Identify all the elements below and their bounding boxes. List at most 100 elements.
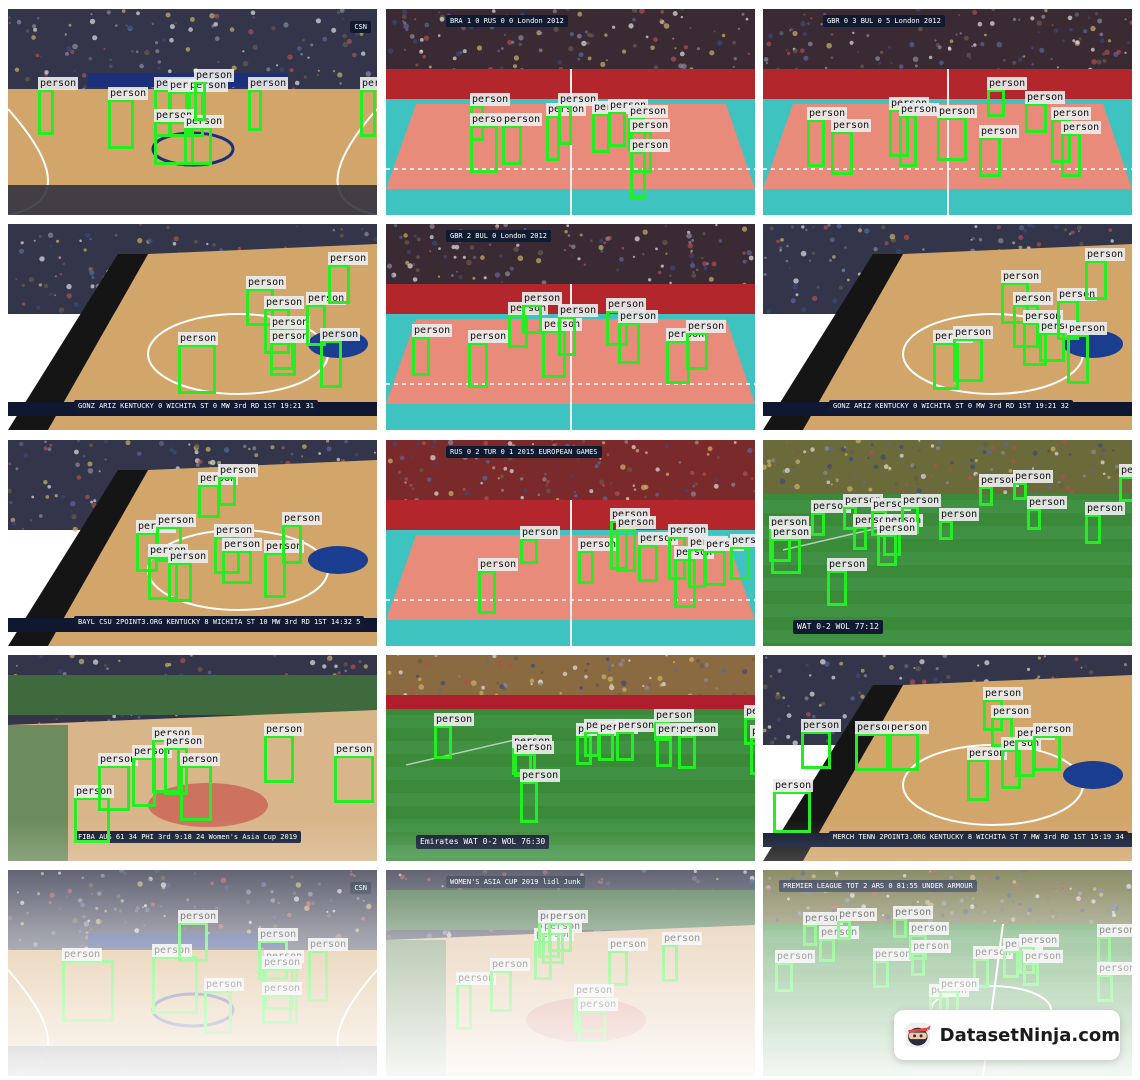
broadcast-scoreboard: GONZ ARIZ KENTUCKY 0 WICHITA ST 0 MW 3rd…: [829, 400, 1074, 412]
person-bounding-box: person: [837, 908, 878, 940]
person-bounding-box: person: [218, 464, 259, 506]
person-bounding-box: person: [434, 713, 475, 759]
person-bounding-box: person: [1013, 292, 1054, 348]
box-label: person: [548, 910, 589, 923]
box-label: person: [434, 713, 475, 726]
box-label: person: [262, 956, 303, 969]
person-bounding-box: person: [1097, 924, 1132, 964]
person-bounding-box: person: [152, 944, 198, 1014]
person-bounding-box: person: [1067, 322, 1108, 384]
box-label: person: [662, 932, 703, 945]
person-bounding-box: person: [773, 779, 814, 833]
person-bounding-box: person: [164, 735, 205, 795]
box-label: person: [939, 508, 980, 521]
person-bounding-box: person: [775, 950, 816, 992]
box-label: person: [967, 747, 1008, 760]
box-label: person: [987, 77, 1028, 90]
box-label: person: [899, 103, 940, 116]
person-bounding-box: person: [704, 538, 745, 586]
person-bounding-box: person: [873, 948, 914, 988]
person-bounding-box: person: [662, 932, 703, 982]
person-bounding-box: person: [412, 324, 453, 376]
box-label: person: [807, 107, 848, 120]
person-bounding-box: person: [1061, 121, 1102, 177]
person-bounding-box: person: [979, 125, 1020, 177]
person-bounding-box: person: [62, 948, 114, 1022]
box-label: person: [214, 524, 255, 537]
person-bounding-box: person: [967, 747, 1008, 801]
box-label: person: [1001, 270, 1042, 283]
person-bounding-box: person: [38, 77, 79, 135]
box-label: person: [282, 512, 323, 525]
box-label: person: [574, 984, 615, 997]
person-bounding-box: person: [911, 940, 952, 976]
image-tile: GONZ ARIZ KENTUCKY 0 WICHITA ST 0 MW 3rd…: [8, 224, 377, 430]
person-bounding-box: person: [686, 320, 727, 370]
person-bounding-box: person: [937, 105, 978, 161]
box-label: person: [801, 719, 842, 732]
box-label: person: [108, 87, 149, 100]
person-bounding-box: person: [1027, 496, 1068, 530]
box-label: person: [873, 948, 914, 961]
person-bounding-box: person: [178, 332, 219, 394]
box-label: person: [618, 310, 659, 323]
person-bounding-box: person: [801, 719, 842, 769]
box-label: person: [837, 908, 878, 921]
person-bounding-box: person: [831, 119, 872, 175]
broadcast-scoreboard: GONZ ARIZ KENTUCKY 0 WICHITA ST 0 MW 3rd…: [74, 400, 319, 412]
person-bounding-box: person: [204, 978, 245, 1034]
person-bounding-box: person: [1023, 950, 1064, 986]
box-label: person: [983, 687, 1024, 700]
box-label: person: [168, 550, 209, 563]
image-tile: RUS 0 2 TUR 0 1 2015 EUROPEAN GAMES perso…: [386, 440, 755, 646]
box-label: person: [218, 464, 259, 477]
person-bounding-box: person: [1085, 248, 1126, 300]
person-bounding-box: person: [1085, 502, 1126, 544]
box-label: person: [953, 326, 994, 339]
box-label: person: [558, 304, 599, 317]
box-label: person: [1067, 322, 1108, 335]
box-label: person: [608, 938, 649, 951]
person-bounding-box: person: [558, 304, 599, 356]
person-bounding-box: person: [811, 500, 852, 536]
box-label: person: [522, 292, 563, 305]
box-label: person: [74, 785, 115, 798]
image-tile: CSN person person person person person person p…: [8, 870, 377, 1076]
box-label: person: [939, 978, 980, 991]
person-bounding-box: person: [979, 474, 1020, 506]
image-tile: FIBA AUS 61 34 PHI 3rd 9:18 24 Women's A…: [8, 655, 377, 861]
person-bounding-box: person: [953, 326, 994, 382]
box-label: person: [270, 316, 311, 329]
box-label: person: [178, 910, 219, 923]
box-label: person: [654, 709, 695, 722]
person-bounding-box: person: [987, 77, 1028, 117]
person-bounding-box: person: [168, 550, 209, 602]
person-bounding-box: person: [771, 526, 812, 574]
broadcast-scoreboard: WAT 0-2 WOL 77:12: [793, 620, 883, 634]
watermark-text: DatasetNinja.com: [939, 1024, 1120, 1046]
box-label: person: [811, 500, 852, 513]
person-bounding-box: person: [502, 113, 543, 165]
person-bounding-box: person: [308, 938, 349, 1002]
person-bounding-box: person: [1119, 464, 1132, 502]
box-label: person: [991, 705, 1032, 718]
box-label: person: [468, 330, 509, 343]
box-label: person: [578, 538, 619, 551]
broadcast-scoreboard: GBR 0 3 BUL 0 5 London 2012: [823, 15, 945, 27]
person-bounding-box: person: [198, 472, 239, 518]
person-bounding-box: person: [214, 524, 255, 574]
person-bounding-box: person: [320, 328, 361, 388]
box-label: person: [328, 252, 369, 265]
box-label: person: [668, 524, 709, 537]
box-label: person: [901, 494, 942, 507]
person-bounding-box: person: [819, 926, 860, 962]
person-bounding-box: person: [598, 721, 639, 761]
person-bounding-box: person: [877, 522, 918, 566]
person-bounding-box: person: [522, 292, 563, 334]
box-label: person: [514, 741, 555, 754]
person-bounding-box: person: [578, 998, 619, 1042]
broadcast-scoreboard: PREMIER LEAGUE TOT 2 ARS 0 81:55 UNDER A…: [779, 880, 977, 892]
image-tile: BRA 1 0 RUS 0 0 London 2012 person person p…: [386, 9, 755, 215]
box-label: person: [1061, 121, 1102, 134]
